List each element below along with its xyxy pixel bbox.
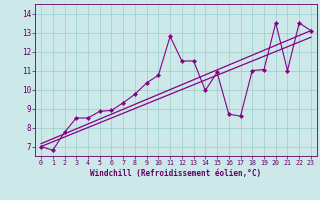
X-axis label: Windchill (Refroidissement éolien,°C): Windchill (Refroidissement éolien,°C) <box>91 169 261 178</box>
